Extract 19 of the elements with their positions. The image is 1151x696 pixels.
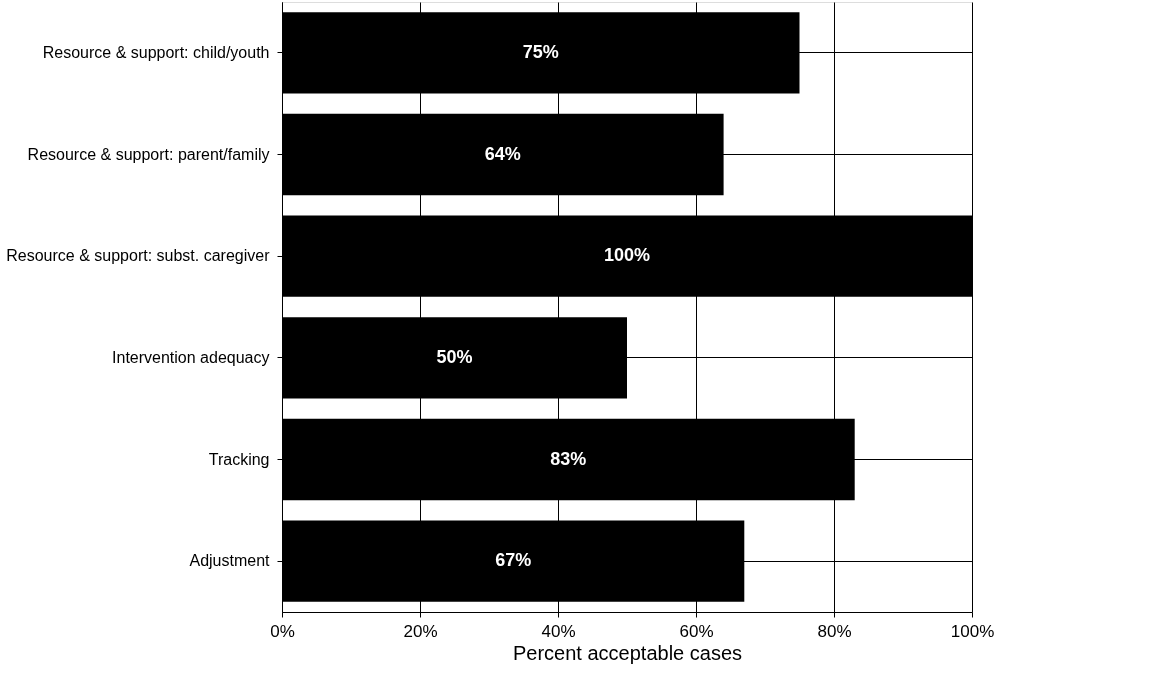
x-tick-label: 20% [403, 621, 438, 641]
x-tick-label: 80% [817, 621, 852, 641]
y-tick-label: Resource & support: subst. caregiver [6, 247, 271, 265]
data-label: 50% [436, 346, 473, 367]
data-label: 83% [550, 448, 587, 469]
data-label: 64% [484, 143, 521, 164]
data-label: 75% [522, 41, 559, 62]
y-tick-label: Resource & support: parent/family [27, 145, 270, 163]
y-tick-label: Intervention adequacy [112, 348, 270, 366]
y-tick-label: Tracking [208, 450, 270, 468]
x-tick-label: 100% [950, 621, 995, 641]
y-tick-label: Resource & support: child/youth [42, 43, 270, 61]
x-tick-label: 60% [679, 621, 714, 641]
data-label: 67% [495, 550, 532, 571]
data-label: 100% [603, 245, 651, 266]
x-axis-title: Percent acceptable cases [512, 641, 743, 664]
y-tick-label: Adjustment [189, 552, 271, 570]
x-tick-label: 40% [541, 621, 576, 641]
x-tick-label: 0% [270, 621, 295, 641]
